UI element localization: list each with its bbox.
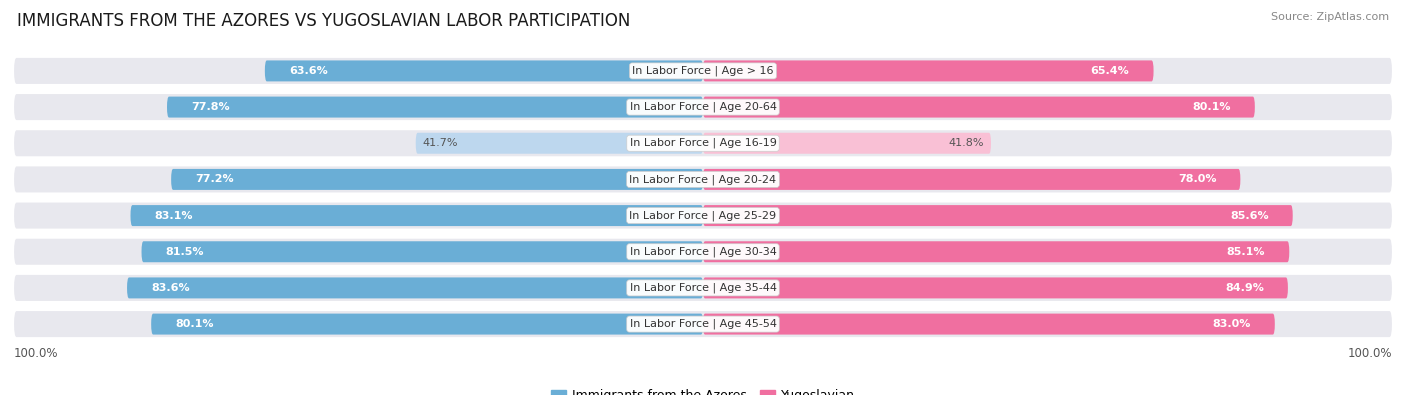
Legend: Immigrants from the Azores, Yugoslavian: Immigrants from the Azores, Yugoslavian <box>546 384 860 395</box>
Text: 41.7%: 41.7% <box>423 138 458 148</box>
Text: 41.8%: 41.8% <box>949 138 984 148</box>
Text: In Labor Force | Age 45-54: In Labor Force | Age 45-54 <box>630 319 776 329</box>
FancyBboxPatch shape <box>14 166 1392 192</box>
Text: In Labor Force | Age 35-44: In Labor Force | Age 35-44 <box>630 283 776 293</box>
Text: 84.9%: 84.9% <box>1225 283 1264 293</box>
Text: In Labor Force | Age 25-29: In Labor Force | Age 25-29 <box>630 210 776 221</box>
Text: 77.2%: 77.2% <box>195 175 233 184</box>
Text: 85.6%: 85.6% <box>1230 211 1268 220</box>
Text: 80.1%: 80.1% <box>1192 102 1230 112</box>
FancyBboxPatch shape <box>127 277 703 298</box>
Text: In Labor Force | Age 20-24: In Labor Force | Age 20-24 <box>630 174 776 185</box>
FancyBboxPatch shape <box>14 203 1392 229</box>
FancyBboxPatch shape <box>703 60 1153 81</box>
Text: In Labor Force | Age > 16: In Labor Force | Age > 16 <box>633 66 773 76</box>
Text: 80.1%: 80.1% <box>176 319 214 329</box>
FancyBboxPatch shape <box>703 241 1289 262</box>
Text: In Labor Force | Age 30-34: In Labor Force | Age 30-34 <box>630 246 776 257</box>
FancyBboxPatch shape <box>167 97 703 118</box>
FancyBboxPatch shape <box>131 205 703 226</box>
Text: 100.0%: 100.0% <box>14 346 59 359</box>
FancyBboxPatch shape <box>14 58 1392 84</box>
FancyBboxPatch shape <box>14 130 1392 156</box>
FancyBboxPatch shape <box>142 241 703 262</box>
FancyBboxPatch shape <box>152 314 703 335</box>
FancyBboxPatch shape <box>14 94 1392 120</box>
FancyBboxPatch shape <box>264 60 703 81</box>
Text: IMMIGRANTS FROM THE AZORES VS YUGOSLAVIAN LABOR PARTICIPATION: IMMIGRANTS FROM THE AZORES VS YUGOSLAVIA… <box>17 12 630 30</box>
FancyBboxPatch shape <box>416 133 703 154</box>
FancyBboxPatch shape <box>703 277 1288 298</box>
Text: In Labor Force | Age 20-64: In Labor Force | Age 20-64 <box>630 102 776 112</box>
FancyBboxPatch shape <box>703 314 1275 335</box>
FancyBboxPatch shape <box>703 169 1240 190</box>
Text: 85.1%: 85.1% <box>1226 247 1265 257</box>
Text: 83.0%: 83.0% <box>1212 319 1251 329</box>
FancyBboxPatch shape <box>14 275 1392 301</box>
Text: In Labor Force | Age 16-19: In Labor Force | Age 16-19 <box>630 138 776 149</box>
Text: 81.5%: 81.5% <box>166 247 204 257</box>
Text: Source: ZipAtlas.com: Source: ZipAtlas.com <box>1271 12 1389 22</box>
Text: 100.0%: 100.0% <box>1347 346 1392 359</box>
FancyBboxPatch shape <box>14 239 1392 265</box>
Text: 77.8%: 77.8% <box>191 102 229 112</box>
FancyBboxPatch shape <box>14 311 1392 337</box>
Text: 83.1%: 83.1% <box>155 211 193 220</box>
Text: 83.6%: 83.6% <box>152 283 190 293</box>
FancyBboxPatch shape <box>172 169 703 190</box>
Text: 63.6%: 63.6% <box>290 66 328 76</box>
Text: 78.0%: 78.0% <box>1178 175 1216 184</box>
FancyBboxPatch shape <box>703 205 1292 226</box>
FancyBboxPatch shape <box>703 97 1254 118</box>
FancyBboxPatch shape <box>703 133 991 154</box>
Text: 65.4%: 65.4% <box>1091 66 1129 76</box>
